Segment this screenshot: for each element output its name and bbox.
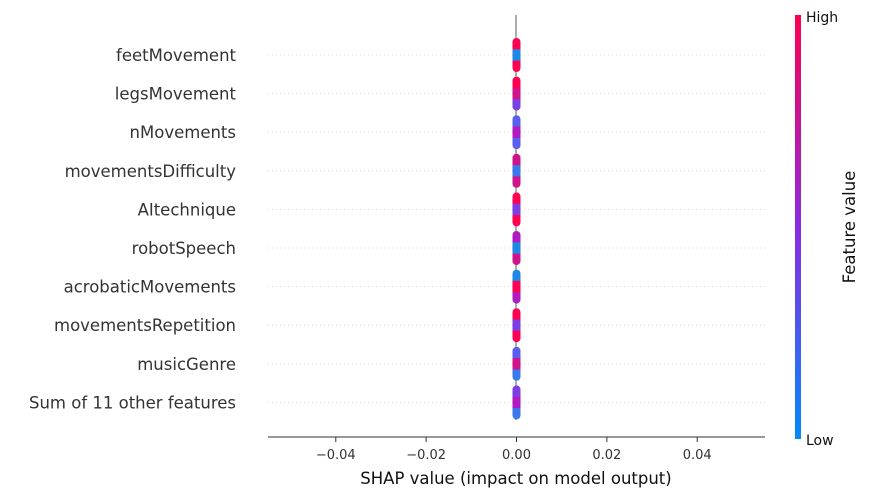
x-tick-label: −0.04	[316, 448, 356, 463]
feature-label: AItechnique	[138, 200, 236, 219]
shap-point	[512, 308, 521, 321]
shap-point	[512, 203, 521, 216]
shap-point	[512, 269, 521, 282]
shap-point	[512, 165, 521, 177]
shap-point	[512, 87, 521, 100]
shap-point	[512, 137, 521, 150]
shap-point	[512, 330, 521, 343]
colorbar-title: Feature value	[840, 171, 859, 284]
shap-point	[512, 49, 521, 62]
shap-point	[512, 358, 521, 370]
x-tick-label: 0.00	[502, 448, 531, 463]
x-axis-label: SHAP value (impact on model output)	[360, 469, 671, 488]
feature-label: musicGenre	[137, 355, 236, 374]
x-tick-label: 0.02	[592, 448, 621, 463]
colorbar-low-label: Low	[806, 433, 834, 449]
feature-label: legsMovement	[115, 85, 237, 104]
x-axis-ticks: −0.04 −0.02 0.00 0.02 0.04	[316, 437, 712, 463]
feature-point-cluster	[512, 153, 521, 188]
feature-label: Sum of 11 other features	[29, 393, 236, 412]
shap-point	[512, 319, 521, 332]
shap-point	[512, 192, 521, 205]
shap-point	[512, 176, 521, 188]
shap-point	[512, 242, 521, 255]
shap-point	[512, 408, 521, 420]
shap-point	[512, 346, 521, 359]
feature-label: robotSpeech	[132, 239, 236, 258]
feature-label: movementsRepetition	[54, 316, 236, 335]
x-tick-label: −0.02	[406, 448, 446, 463]
shap-point	[512, 280, 521, 293]
feature-label: movementsDifficulty	[65, 162, 237, 181]
shap-point	[512, 99, 521, 111]
feature-point-cluster	[512, 308, 521, 343]
shap-point	[512, 253, 521, 265]
shap-point	[512, 126, 521, 139]
feature-labels: feetMovement legsMovement nMovements moveme…	[29, 46, 237, 412]
feature-label: acrobaticMovements	[64, 278, 236, 297]
feature-point-cluster	[512, 76, 521, 111]
shap-point	[512, 292, 521, 304]
feature-point-cluster	[512, 38, 521, 72]
shap-point	[512, 38, 521, 50]
shap-point	[512, 153, 521, 166]
shap-points	[512, 38, 521, 420]
shap-point	[512, 60, 521, 72]
feature-point-cluster	[512, 346, 521, 381]
feature-point-cluster	[512, 115, 521, 150]
feature-point-cluster	[512, 385, 521, 420]
shap-point	[512, 76, 521, 89]
x-tick-label: 0.04	[683, 448, 712, 463]
colorbar-high-label: High	[806, 10, 838, 26]
shap-point	[512, 115, 521, 128]
feature-point-cluster	[512, 231, 521, 265]
shap-point	[512, 231, 521, 243]
feature-label: feetMovement	[116, 46, 237, 65]
shap-point	[512, 369, 521, 381]
feature-point-cluster	[512, 192, 521, 227]
colorbar	[795, 15, 801, 439]
feature-point-cluster	[512, 269, 521, 304]
shap-point	[512, 385, 521, 398]
feature-label: nMovements	[130, 123, 236, 142]
shap-point	[512, 215, 521, 227]
shap-point	[512, 396, 521, 409]
